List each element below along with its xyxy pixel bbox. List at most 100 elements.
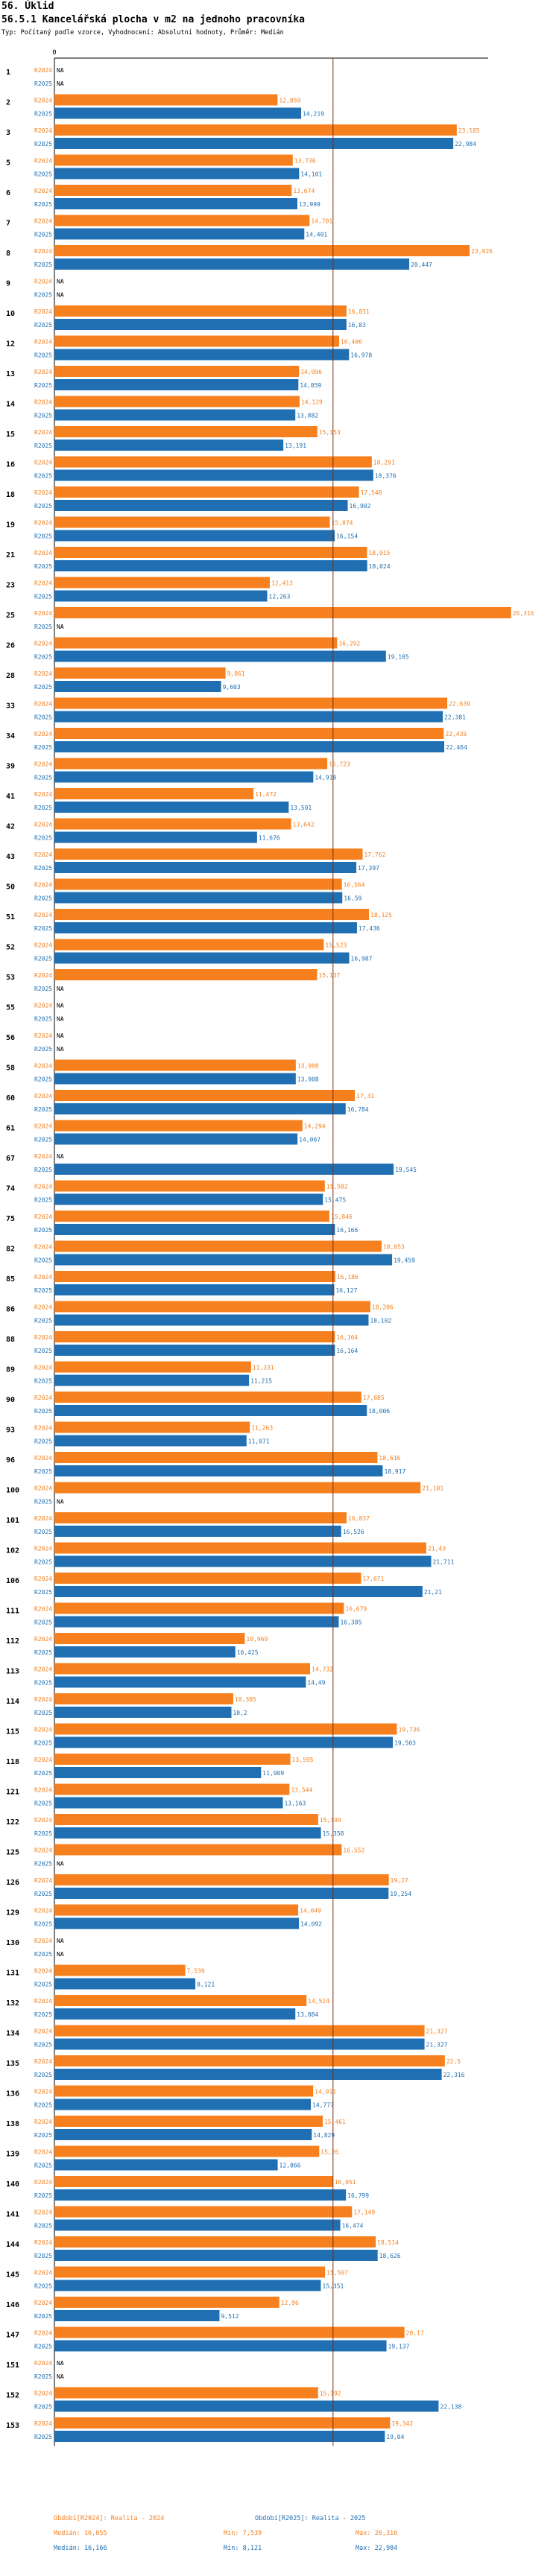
- bar-r2025: [54, 1888, 389, 1899]
- bar-r2024: [54, 1271, 335, 1282]
- value-label-r2024: 15,582: [326, 1184, 348, 1190]
- series-label-r2025: R2025: [34, 2434, 52, 2440]
- category-label: 85: [6, 1275, 15, 1284]
- bar-r2024: [54, 667, 226, 679]
- series-label-r2024: R2024: [34, 701, 52, 708]
- series-label-r2024: R2024: [34, 2300, 52, 2306]
- value-label-r2025: NA: [57, 1016, 64, 1023]
- bar-r2024: [54, 1693, 233, 1704]
- bar-r2024: [54, 456, 372, 468]
- value-label-r2025: 16,154: [336, 533, 358, 540]
- value-label-r2024: NA: [57, 1938, 64, 1944]
- category-label: 3: [6, 129, 10, 137]
- value-label-r2025: NA: [57, 1499, 64, 1506]
- category-label: 112: [6, 1637, 19, 1646]
- bar-r2025: [54, 1797, 283, 1809]
- legend-r2025-label: Období[R2025]: Realita - 2025: [255, 2515, 366, 2522]
- bar-r2024: [54, 2025, 425, 2037]
- value-label-r2024: 16,679: [345, 1606, 367, 1613]
- value-label-r2025: 22,316: [443, 2072, 465, 2078]
- value-label-r2025: 13,999: [299, 201, 320, 208]
- bar-r2025: [54, 1374, 250, 1386]
- series-label-r2024: R2024: [34, 761, 52, 768]
- bar-r2024: [54, 1874, 389, 1885]
- bar-r2024: [54, 818, 291, 830]
- value-label-r2024: 14,049: [300, 1908, 321, 1914]
- value-label-r2025: 14,401: [306, 232, 327, 238]
- series-label-r2024: R2024: [34, 1576, 52, 1582]
- category-label: 60: [6, 1094, 15, 1103]
- series-label-r2024: R2024: [34, 2239, 52, 2246]
- bar-r2025: [54, 952, 350, 964]
- series-label-r2024: R2024: [34, 942, 52, 949]
- category-label: 121: [6, 1789, 19, 1797]
- bar-r2024: [54, 245, 470, 256]
- value-label-r2024: 14,732: [312, 1666, 333, 1673]
- legend-r2024-max: Max: 26,316: [356, 2530, 398, 2537]
- category-label: 134: [6, 2030, 19, 2038]
- value-label-r2025: 12,263: [269, 594, 291, 600]
- value-label-r2024: 10,969: [246, 1636, 268, 1643]
- value-label-r2025: 16,784: [347, 1106, 369, 1113]
- series-label-r2025: R2025: [34, 865, 52, 872]
- category-label: 136: [6, 2090, 19, 2098]
- series-label-r2025: R2025: [34, 1257, 52, 1264]
- category-label: 9: [6, 280, 10, 288]
- category-label: 1: [6, 69, 10, 77]
- value-label-r2025: NA: [57, 1046, 64, 1053]
- value-label-r2025: 11,909: [262, 1770, 284, 1777]
- series-label-r2025: R2025: [34, 1619, 52, 1626]
- bar-r2025: [54, 862, 357, 873]
- value-label-r2024: 14,129: [301, 399, 323, 406]
- series-label-r2025: R2025: [34, 1951, 52, 1958]
- series-label-r2024: R2024: [34, 2149, 52, 2156]
- category-label: 67: [6, 1155, 15, 1163]
- value-label-r2024: 15,874: [332, 520, 353, 527]
- value-label-r2024: 16,552: [343, 1847, 364, 1854]
- series-label-r2024: R2024: [34, 1425, 52, 1432]
- value-label-r2024: 17,762: [364, 851, 386, 858]
- bar-r2025: [54, 1978, 196, 1990]
- bar-r2024: [54, 1904, 299, 1916]
- series-label-r2024: R2024: [34, 2209, 52, 2216]
- value-label-r2025: 13,908: [297, 1076, 319, 1083]
- category-label: 88: [6, 1336, 15, 1344]
- value-label-r2025: 18,626: [379, 2253, 401, 2259]
- series-label-r2024: R2024: [34, 1032, 52, 1039]
- value-label-r2024: 18,015: [368, 550, 390, 556]
- value-label-r2025: 11,215: [250, 1378, 272, 1385]
- category-label: 140: [6, 2180, 19, 2189]
- series-label-r2025: R2025: [34, 2072, 52, 2078]
- bar-r2025: [54, 107, 302, 119]
- series-label-r2024: R2024: [34, 2270, 52, 2277]
- category-label: 86: [6, 1306, 15, 1314]
- bar-r2025: [54, 590, 268, 602]
- category-label: 132: [6, 1999, 19, 2008]
- series-label-r2025: R2025: [34, 2011, 52, 2018]
- bar-r2025: [54, 1435, 247, 1447]
- value-label-r2024: 12,859: [279, 98, 300, 104]
- series-label-r2024: R2024: [34, 1244, 52, 1251]
- value-label-r2025: 9,603: [223, 684, 241, 691]
- bar-r2025: [54, 771, 314, 783]
- bar-r2024: [54, 1633, 245, 1644]
- value-label-r2024: 15,199: [320, 1817, 341, 1824]
- value-label-r2025: NA: [57, 1951, 64, 1958]
- category-label: 55: [6, 1004, 15, 1012]
- value-label-r2025: 14,219: [303, 111, 324, 118]
- series-label-r2025: R2025: [34, 2344, 52, 2350]
- series-label-r2024: R2024: [34, 339, 52, 346]
- series-label-r2024: R2024: [34, 641, 52, 647]
- series-label-r2024: R2024: [34, 610, 52, 617]
- value-label-r2024: 11,263: [251, 1425, 273, 1432]
- series-label-r2025: R2025: [34, 2253, 52, 2259]
- category-label: 131: [6, 1970, 19, 1978]
- value-label-r2024: 12,413: [271, 580, 293, 587]
- value-label-r2024: 14,911: [315, 2089, 336, 2096]
- bar-r2024: [54, 2055, 445, 2066]
- category-label: 13: [6, 370, 15, 378]
- bar-r2024: [54, 1964, 186, 1976]
- bar-r2024: [54, 2297, 280, 2308]
- series-label-r2024: R2024: [34, 460, 52, 466]
- value-label-r2025: 22,984: [455, 141, 476, 147]
